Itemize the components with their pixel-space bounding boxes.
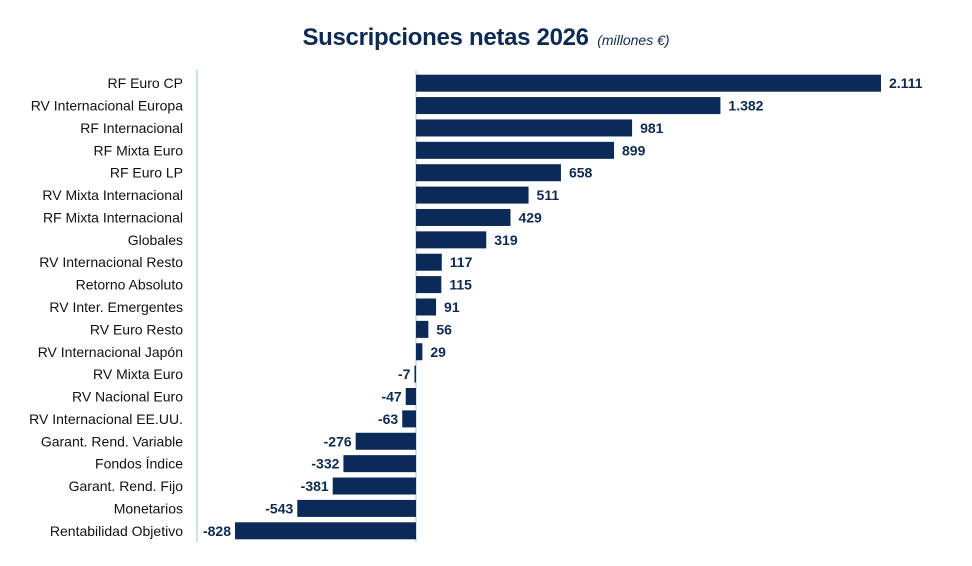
bar: [332, 477, 416, 495]
bar: [416, 231, 487, 249]
category-label: Globales: [128, 232, 183, 248]
category-label: RF Euro CP: [108, 75, 183, 91]
category-label: Retorno Absoluto: [76, 277, 184, 293]
value-label: 981: [640, 120, 664, 136]
value-label: -7: [398, 366, 411, 382]
category-label: Fondos Índice: [95, 456, 183, 472]
bar: [416, 164, 561, 182]
bar: [416, 119, 633, 137]
value-label: 319: [494, 232, 518, 248]
category-label: RF Internacional: [80, 120, 183, 136]
category-label: RV Internacional Japón: [38, 344, 183, 360]
value-label: 29: [430, 344, 446, 360]
value-label: -47: [381, 389, 401, 405]
value-label: 899: [622, 142, 646, 158]
bar: [416, 298, 437, 316]
bar: [416, 343, 423, 361]
value-label: -276: [324, 433, 352, 449]
value-label: -543: [265, 500, 293, 516]
category-label: RV Nacional Euro: [72, 389, 183, 405]
value-label: 429: [518, 209, 542, 225]
value-label: 115: [449, 277, 472, 293]
category-label: Garant. Rend. Variable: [41, 433, 183, 449]
bar: [416, 97, 721, 115]
value-label: 658: [569, 165, 593, 181]
chart-title-row: Suscripciones netas 2026 (millones €): [0, 24, 972, 52]
category-label: RV Mixta Internacional: [42, 187, 183, 203]
bar: [416, 320, 429, 338]
bar: [416, 74, 881, 92]
bar: [416, 276, 442, 294]
value-label: 511: [537, 187, 560, 203]
category-label: RV Internacional Europa: [31, 98, 183, 114]
value-label: -381: [301, 478, 329, 494]
category-label: RV Inter. Emergentes: [49, 299, 183, 315]
category-label: RF Mixta Internacional: [43, 209, 183, 225]
bar: [235, 522, 416, 540]
bar: [355, 432, 416, 450]
category-label: Garant. Rend. Fijo: [69, 478, 184, 494]
category-label: RV Mixta Euro: [93, 366, 183, 382]
value-label: 2.111: [889, 75, 923, 91]
value-label: 117: [450, 254, 473, 270]
bar: [416, 186, 529, 204]
bar: [416, 141, 615, 159]
bar: [405, 388, 416, 406]
category-label: RF Euro LP: [110, 165, 183, 181]
category-label: Monetarios: [114, 500, 183, 516]
category-label: RV Internacional EE.UU.: [29, 411, 183, 427]
bar: [297, 499, 416, 517]
value-label: 1.382: [728, 98, 763, 114]
category-label: RF Mixta Euro: [94, 142, 184, 158]
value-label: -828: [203, 523, 231, 539]
bar: [414, 365, 416, 383]
value-label: -332: [311, 456, 339, 472]
value-label: 56: [436, 321, 452, 337]
category-label: RV Internacional Resto: [39, 254, 183, 270]
bar: [416, 208, 511, 226]
value-label: -63: [378, 411, 398, 427]
value-label: 91: [444, 299, 460, 315]
chart-subtitle: (millones €): [597, 32, 670, 48]
category-label: RV Euro Resto: [90, 321, 183, 337]
bar: [416, 253, 442, 271]
bar: [343, 455, 416, 473]
category-label: Rentabilidad Objetivo: [50, 523, 183, 539]
bar: [402, 410, 416, 428]
chart-title: Suscripciones netas 2026: [302, 24, 589, 51]
